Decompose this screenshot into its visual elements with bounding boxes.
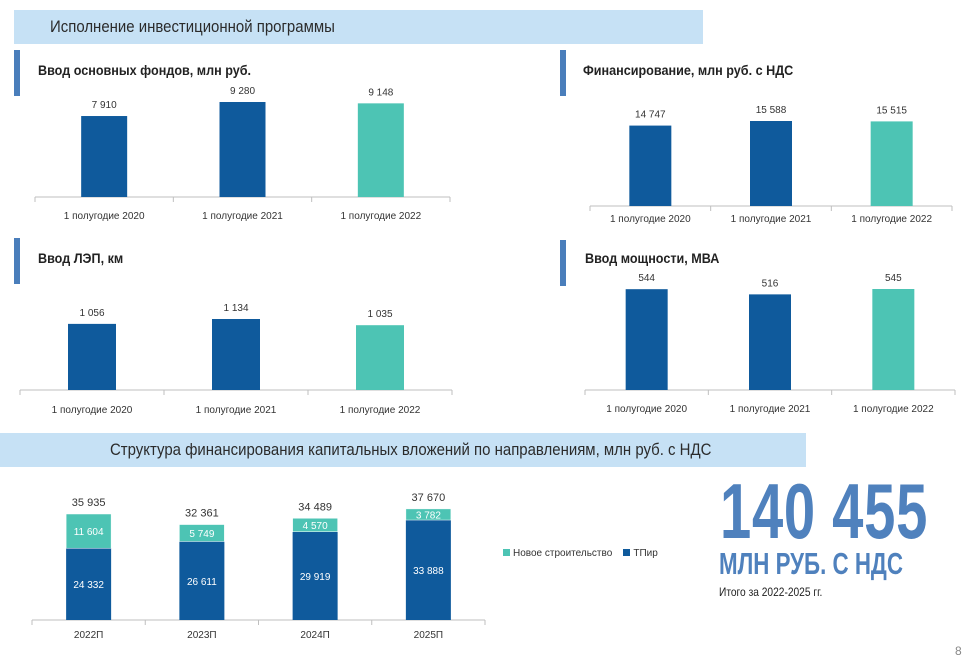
x-tick-label: 1 полугодие 2022 [340, 405, 421, 416]
data-label: 9 148 [368, 87, 393, 98]
x-tick-label: 1 полугодие 2021 [730, 404, 811, 415]
bar-tpir [292, 531, 338, 620]
total-label: 32 361 [185, 508, 219, 520]
chart-title-financing: Финансирование, млн руб. с НДС [583, 62, 794, 78]
x-tick-label: 2025П [414, 630, 443, 641]
x-tick-label: 1 полугодие 2020 [606, 404, 687, 415]
accent-bar [14, 238, 20, 284]
bar [629, 125, 672, 206]
bar [219, 102, 266, 197]
summary-note: Итого за 2022-2025 гг. [719, 585, 823, 599]
data-label: 545 [885, 273, 902, 284]
segment-label: 5 749 [189, 529, 214, 540]
bar-new-construction [405, 508, 452, 521]
summary-value: 140 455 [720, 467, 929, 555]
bar [750, 121, 792, 206]
section-title: Структура финансирования капитальных вло… [110, 440, 712, 459]
x-tick-label: 1 полугодие 2020 [52, 405, 133, 416]
x-tick-label: 2023П [187, 630, 216, 641]
bar [872, 289, 915, 390]
x-tick-label: 1 полугодие 2020 [64, 211, 145, 222]
x-tick-label: 1 полугодие 2022 [851, 214, 932, 225]
bar [749, 294, 791, 390]
segment-label: 3 782 [416, 510, 441, 521]
bar-new-construction [179, 524, 225, 542]
legend-item-tpir: ТПир [623, 548, 658, 559]
bar [870, 121, 913, 206]
bar-tpir [405, 520, 451, 620]
data-label: 14 747 [635, 110, 666, 121]
x-tick-label: 1 полугодие 2022 [340, 211, 421, 222]
x-tick-label: 1 полугодие 2020 [610, 214, 691, 225]
data-label: 7 910 [92, 100, 117, 111]
bar-tpir [179, 541, 225, 620]
x-tick-label: 2024П [300, 630, 329, 641]
chart-title-power-lines: Ввод ЛЭП, км [38, 250, 124, 266]
total-label: 35 935 [72, 497, 106, 509]
page-title: Исполнение инвестиционной программы [50, 17, 335, 36]
bar-new-construction [65, 513, 112, 549]
summary-unit: МЛН РУБ. С НДС [719, 546, 903, 581]
data-label: 15 515 [876, 105, 907, 116]
x-tick-label: 1 полугодие 2022 [853, 404, 934, 415]
segment-label: 4 570 [303, 521, 328, 532]
bar [357, 103, 404, 197]
segment-label: 24 332 [73, 580, 104, 591]
segment-label: 26 611 [187, 577, 217, 588]
data-label: 544 [638, 273, 655, 284]
x-tick-label: 1 полугодие 2021 [202, 211, 283, 222]
total-label: 34 489 [298, 501, 332, 513]
bar [625, 289, 668, 390]
bar [356, 325, 404, 390]
legend-item-new: Новое строительство [503, 548, 612, 559]
data-label: 1 134 [223, 303, 248, 314]
section-band: Структура финансирования капитальных вло… [0, 433, 806, 467]
data-label: 9 280 [230, 86, 255, 97]
total-label: 37 670 [412, 492, 446, 504]
data-label: 1 035 [367, 309, 392, 320]
page-number: 8 [955, 644, 962, 658]
data-label: 516 [762, 278, 779, 289]
x-tick-label: 1 полугодие 2021 [731, 214, 812, 225]
accent-bar [560, 50, 566, 96]
accent-bar [560, 240, 566, 286]
x-tick-label: 1 полугодие 2021 [196, 405, 277, 416]
data-label: 1 056 [79, 308, 104, 319]
bar [68, 323, 116, 390]
segment-label: 33 888 [413, 566, 444, 577]
data-label: 15 588 [756, 105, 787, 116]
segment-label: 29 919 [300, 572, 331, 583]
bar [212, 319, 260, 390]
chart-title-capacity: Ввод мощности, МВА [585, 250, 720, 266]
x-tick-label: 2022П [74, 630, 103, 641]
bar-new-construction [292, 518, 338, 532]
header-band: Исполнение инвестиционной программы [14, 10, 703, 44]
legend: Новое строительство ТПир [503, 548, 658, 560]
bar-tpir [66, 548, 112, 620]
chart-title-fixed-assets: Ввод основных фондов, млн руб. [38, 62, 252, 78]
segment-label: 11 604 [74, 527, 104, 538]
accent-bar [14, 50, 20, 96]
bar [81, 116, 128, 197]
